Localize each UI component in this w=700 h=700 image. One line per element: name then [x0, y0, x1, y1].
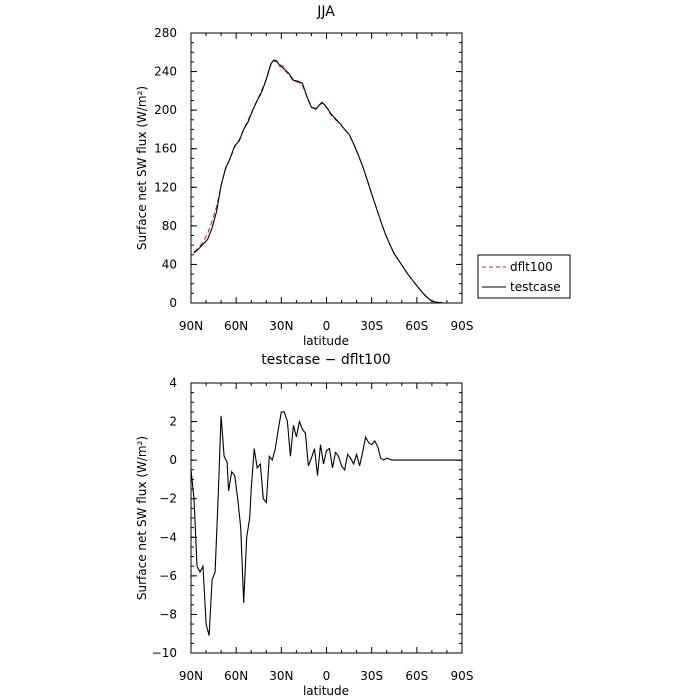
top-x-tick-label: 30N	[269, 319, 293, 333]
top-x-tick-label: 0	[323, 319, 331, 333]
top-y-tick-label: 280	[154, 26, 177, 40]
top-y-tick-label: 80	[162, 219, 177, 233]
bottom-plot-frame	[190, 382, 463, 654]
bottom-y-tick-label: −8	[159, 607, 177, 621]
top-x-tick-label: 60S	[405, 319, 428, 333]
top-x-tick-label: 60N	[224, 319, 248, 333]
bottom-x-tick-label: 90N	[179, 669, 203, 683]
legend-label-dflt100: dflt100	[510, 260, 553, 274]
top-x-tick-label: 90N	[179, 319, 203, 333]
bottom-x-tick-label: 90S	[451, 669, 474, 683]
top-y-tick-label: 0	[169, 296, 177, 310]
top-series-line-dflt100	[193, 60, 458, 304]
bottom-y-tick-label: 0	[169, 453, 177, 467]
top-y-tick-label: 160	[154, 142, 177, 156]
bottom-x-tick-label: 30S	[360, 669, 383, 683]
top-x-tick-label: 90S	[451, 319, 474, 333]
bottom-y-tick-label: −10	[152, 646, 177, 660]
top-title: JJA	[316, 4, 335, 20]
bottom-title: testcase − dflt100	[261, 352, 391, 368]
legend: dflt100 testcase	[477, 254, 571, 299]
bottom-x-tick-label: 0	[323, 669, 331, 683]
legend-box	[477, 254, 571, 299]
bottom-x-tick-label: 60N	[224, 669, 248, 683]
bottom-panel: testcase − dflt100 90N 60N 30N 0 30S 60S 90S −1…	[135, 352, 473, 698]
bottom-y-tick-label: −4	[159, 530, 177, 544]
top-y-tick-label: 240	[154, 65, 177, 79]
bottom-y-axis-label: Surface net SW flux (W/m²)	[135, 436, 149, 600]
legend-label-testcase: testcase	[510, 280, 561, 294]
bottom-series-line-difference	[190, 411, 462, 636]
bottom-x-axis-label: latitude	[303, 684, 349, 698]
top-x-axis-label: latitude	[303, 334, 349, 348]
top-y-tick-label: 200	[154, 103, 177, 117]
bottom-x-tick-label: 30N	[269, 669, 293, 683]
bottom-y-tick-label: −2	[159, 492, 177, 506]
top-series-line-testcase	[193, 59, 458, 304]
top-panel: JJA 90N 60N 30N 0 30S 60S 90S 0 40 80 120 160 200 240…	[135, 4, 571, 348]
top-y-tick-label: 40	[162, 257, 177, 271]
bottom-y-tick-label: −6	[159, 569, 177, 583]
top-y-axis-label: Surface net SW flux (W/m²)	[135, 86, 149, 250]
bottom-y-tick-label: 4	[169, 376, 177, 390]
top-x-tick-label: 30S	[360, 319, 383, 333]
bottom-y-tick-label: 2	[169, 415, 177, 429]
top-plot-frame	[190, 32, 463, 304]
bottom-x-tick-label: 60S	[405, 669, 428, 683]
top-y-tick-label: 120	[154, 180, 177, 194]
